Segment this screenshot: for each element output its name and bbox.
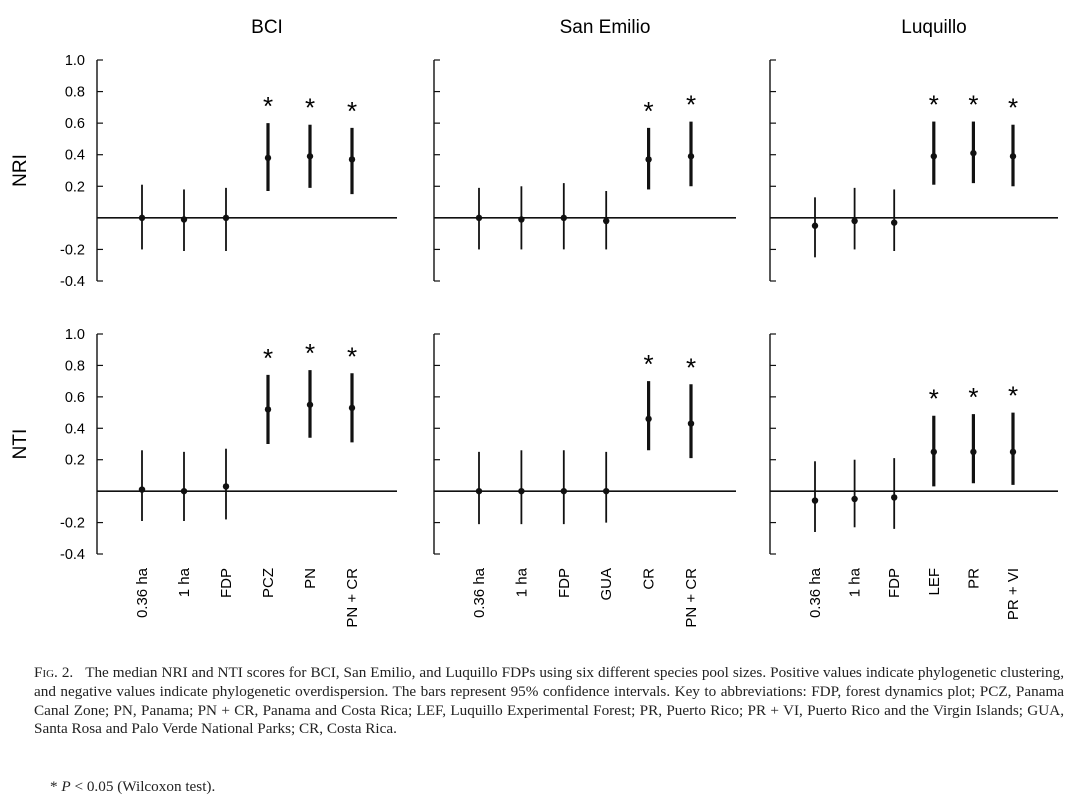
median-point	[560, 214, 567, 222]
significance-asterisk: *	[929, 384, 939, 414]
x-tick-label: PCZ	[260, 568, 277, 598]
y-tick-label: 0.4	[65, 148, 85, 164]
median-point	[891, 494, 898, 501]
panel-title: San Emilio	[560, 17, 651, 38]
median-point	[138, 486, 146, 493]
median-point	[970, 448, 977, 456]
x-tick-label: FDP	[886, 568, 903, 598]
x-tick-label: PN	[302, 568, 319, 589]
x-tick-label: CR	[641, 568, 658, 590]
median-point	[180, 216, 188, 223]
x-tick-label: 1 ha	[176, 567, 193, 597]
significance-asterisk: *	[263, 91, 273, 121]
median-point	[518, 487, 525, 495]
median-point	[475, 487, 483, 495]
median-point	[1009, 153, 1017, 160]
figure-caption: Fig. 2. The median NRI and NTI scores fo…	[34, 664, 1064, 739]
significance-asterisk: *	[263, 343, 273, 373]
significance-note: * P < 0.05 (Wilcoxon test).	[50, 778, 215, 796]
y-tick-label: 1.0	[65, 327, 85, 343]
figure-panels: 1.0 0.8 0.6 0.4 0.2 -0.2 -0.4 NRI BCI * * * San Emil…	[10, 17, 1058, 628]
x-tick-label: PN + CR	[344, 568, 361, 628]
caption-text: The median NRI and NTI scores for BCI, S…	[34, 664, 1064, 738]
significance-asterisk: *	[644, 96, 654, 126]
y-tick-label: 1.0	[65, 53, 85, 69]
median-point	[930, 448, 937, 456]
x-tick-label: GUA	[598, 568, 615, 601]
significance-asterisk: *	[686, 90, 696, 120]
y-tick-label: 0.2	[65, 453, 85, 469]
median-point	[306, 153, 314, 160]
median-point	[645, 156, 652, 163]
y-tick-label: 0.6	[65, 390, 85, 406]
y-axis-label-nri: NRI	[10, 154, 31, 187]
median-point	[138, 214, 146, 222]
median-point	[851, 495, 858, 503]
median-point	[222, 214, 230, 222]
significance-asterisk: *	[1008, 93, 1018, 123]
caption-label: Fig. 2.	[34, 664, 74, 681]
median-point	[560, 487, 567, 495]
significance-asterisk: *	[644, 349, 654, 379]
significance-asterisk: *	[1008, 381, 1018, 411]
median-point	[603, 217, 610, 225]
significance-asterisk: *	[305, 93, 315, 123]
panel-title: BCI	[251, 17, 283, 38]
x-tick-label: FDP	[556, 568, 573, 598]
x-tick-label: LEF	[926, 568, 943, 596]
x-tick-label: 1 ha	[513, 567, 530, 597]
y-tick-label: 0.4	[65, 421, 85, 437]
panel-title: Luquillo	[901, 17, 967, 38]
y-tick-label: -0.2	[60, 516, 85, 532]
median-point	[811, 222, 819, 229]
significance-asterisk: *	[686, 352, 696, 382]
median-point	[687, 153, 695, 160]
x-tick-label: 1 ha	[847, 567, 864, 597]
y-axis-label-nti: NTI	[10, 429, 31, 460]
significance-asterisk: *	[929, 90, 939, 120]
median-point	[306, 401, 314, 408]
significance-asterisk: *	[347, 96, 357, 126]
median-point	[348, 156, 356, 163]
note-symbol: *	[50, 778, 62, 795]
x-tick-label: FDP	[218, 568, 235, 598]
median-point	[264, 154, 272, 162]
x-tick-label: PR + VI	[1005, 568, 1022, 620]
y-tick-label: -0.4	[60, 274, 85, 290]
median-point	[518, 216, 525, 223]
significance-asterisk: *	[968, 382, 978, 412]
significance-asterisk: *	[968, 90, 978, 120]
y-tick-label: -0.2	[60, 242, 85, 258]
median-point	[475, 214, 483, 222]
median-point	[970, 149, 977, 157]
median-point	[180, 487, 188, 495]
x-tick-label: 0.36 ha	[134, 567, 151, 618]
median-point	[851, 217, 858, 225]
x-tick-label: PR	[965, 568, 982, 589]
note-rest: < 0.05 (Wilcoxon test).	[70, 778, 216, 795]
median-point	[264, 406, 272, 413]
y-tick-label: 0.2	[65, 179, 85, 195]
x-tick-label: 0.36 ha	[471, 567, 488, 618]
significance-asterisk: *	[305, 338, 315, 368]
x-tick-label: PN + CR	[683, 568, 700, 628]
median-point	[645, 415, 652, 423]
median-point	[930, 153, 937, 160]
significance-asterisk: *	[347, 341, 357, 371]
y-tick-label: -0.4	[60, 547, 85, 563]
median-point	[1009, 448, 1017, 456]
median-point	[811, 497, 819, 504]
median-point	[687, 420, 695, 427]
median-point	[603, 487, 610, 495]
median-point	[348, 404, 356, 412]
y-tick-label: 0.8	[65, 358, 85, 374]
median-point	[891, 219, 898, 226]
y-tick-label: 0.6	[65, 116, 85, 132]
median-point	[222, 483, 230, 490]
y-tick-label: 0.8	[65, 85, 85, 101]
x-tick-label: 0.36 ha	[807, 567, 824, 618]
note-p: P	[61, 778, 71, 795]
